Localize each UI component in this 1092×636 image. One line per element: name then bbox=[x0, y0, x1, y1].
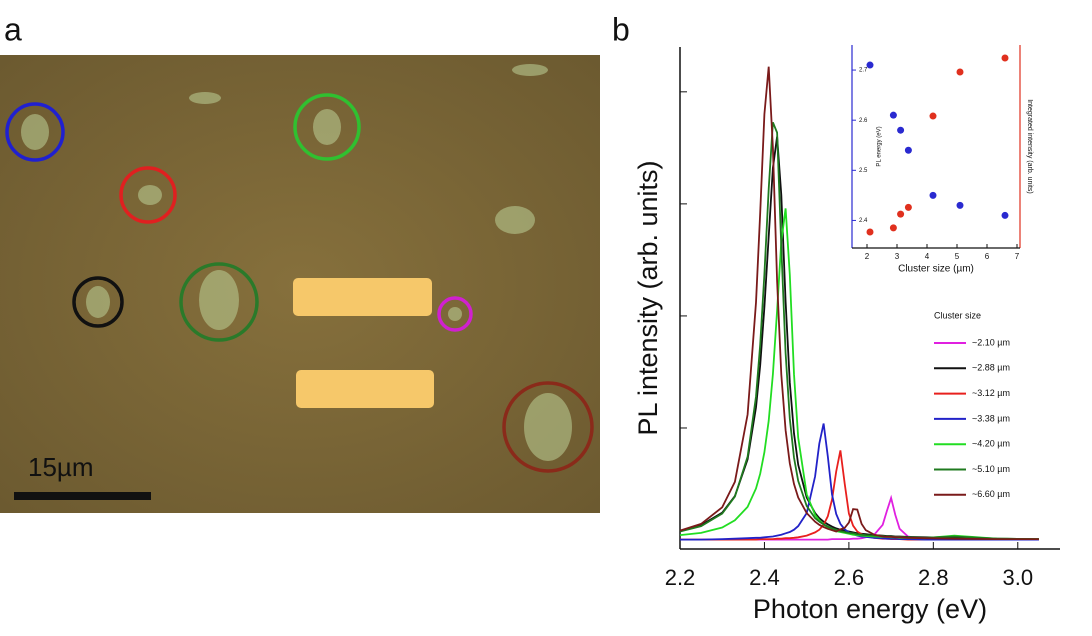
x-tick-label: 6 bbox=[985, 252, 990, 261]
y-tick-label: 2.7 bbox=[859, 68, 868, 74]
x-tick-label: 4 bbox=[925, 252, 930, 261]
x-tick-label: 5 bbox=[955, 252, 960, 261]
scale-bar bbox=[14, 492, 151, 500]
panel-label: b bbox=[612, 11, 630, 47]
spectrum-line bbox=[679, 66, 1039, 540]
marker-circles bbox=[5, 93, 594, 473]
x-tick-label: 2.2 bbox=[665, 565, 696, 590]
data-point bbox=[929, 191, 937, 199]
micrograph: 15µm a bbox=[0, 11, 600, 513]
data-point bbox=[866, 61, 874, 69]
data-point bbox=[904, 146, 912, 154]
legend-label: ~5.10 µm bbox=[972, 464, 1010, 474]
data-point bbox=[889, 111, 897, 119]
legend-title: Cluster size bbox=[934, 310, 981, 320]
legend-label: ~3.38 µm bbox=[972, 413, 1010, 423]
data-point bbox=[956, 201, 964, 209]
legend-label: ~3.12 µm bbox=[972, 388, 1010, 398]
x-tick-label: 3 bbox=[895, 252, 900, 261]
electrode bbox=[293, 278, 432, 316]
data-point bbox=[866, 228, 874, 236]
y-tick-label: 2.6 bbox=[859, 118, 868, 124]
x-tick-label: 2.6 bbox=[834, 565, 865, 590]
legend-label: ~6.60 µm bbox=[972, 489, 1010, 499]
scale-bar-label: 15µm bbox=[28, 452, 94, 482]
data-point bbox=[889, 224, 897, 232]
data-point bbox=[929, 112, 937, 120]
legend-label: ~2.88 µm bbox=[972, 363, 1010, 373]
data-point bbox=[897, 126, 905, 134]
y-tick-label: 2.5 bbox=[859, 168, 868, 174]
data-point bbox=[1001, 54, 1009, 62]
y-axis-label: PL energy (eV) bbox=[877, 126, 883, 166]
x-tick-label: 2.8 bbox=[918, 565, 949, 590]
data-point bbox=[956, 68, 964, 76]
x-tick-label: 2.4 bbox=[749, 565, 780, 590]
x-tick-label: 2 bbox=[865, 252, 870, 261]
x-tick-label: 7 bbox=[1015, 252, 1020, 261]
flakes bbox=[21, 64, 572, 461]
y2-axis-label: Integrated intensity (arb. units) bbox=[1026, 99, 1033, 194]
x-axis-label: Photon energy (eV) bbox=[753, 594, 987, 624]
legend-label: ~4.20 µm bbox=[972, 439, 1010, 449]
x-axis-label: Cluster size (µm) bbox=[898, 264, 974, 275]
data-point bbox=[904, 203, 912, 211]
x-tick-label: 3.0 bbox=[1002, 565, 1033, 590]
panel-label: a bbox=[4, 11, 22, 47]
y-tick-label: 2.4 bbox=[859, 218, 868, 224]
data-point bbox=[1001, 211, 1009, 219]
legend-label: ~2.10 µm bbox=[972, 337, 1010, 347]
electrode bbox=[296, 370, 434, 408]
spectrum-line bbox=[680, 423, 1039, 541]
y-axis-label: PL intensity (arb. units) bbox=[633, 160, 663, 435]
inset-background bbox=[852, 45, 1020, 248]
data-point bbox=[897, 210, 905, 218]
